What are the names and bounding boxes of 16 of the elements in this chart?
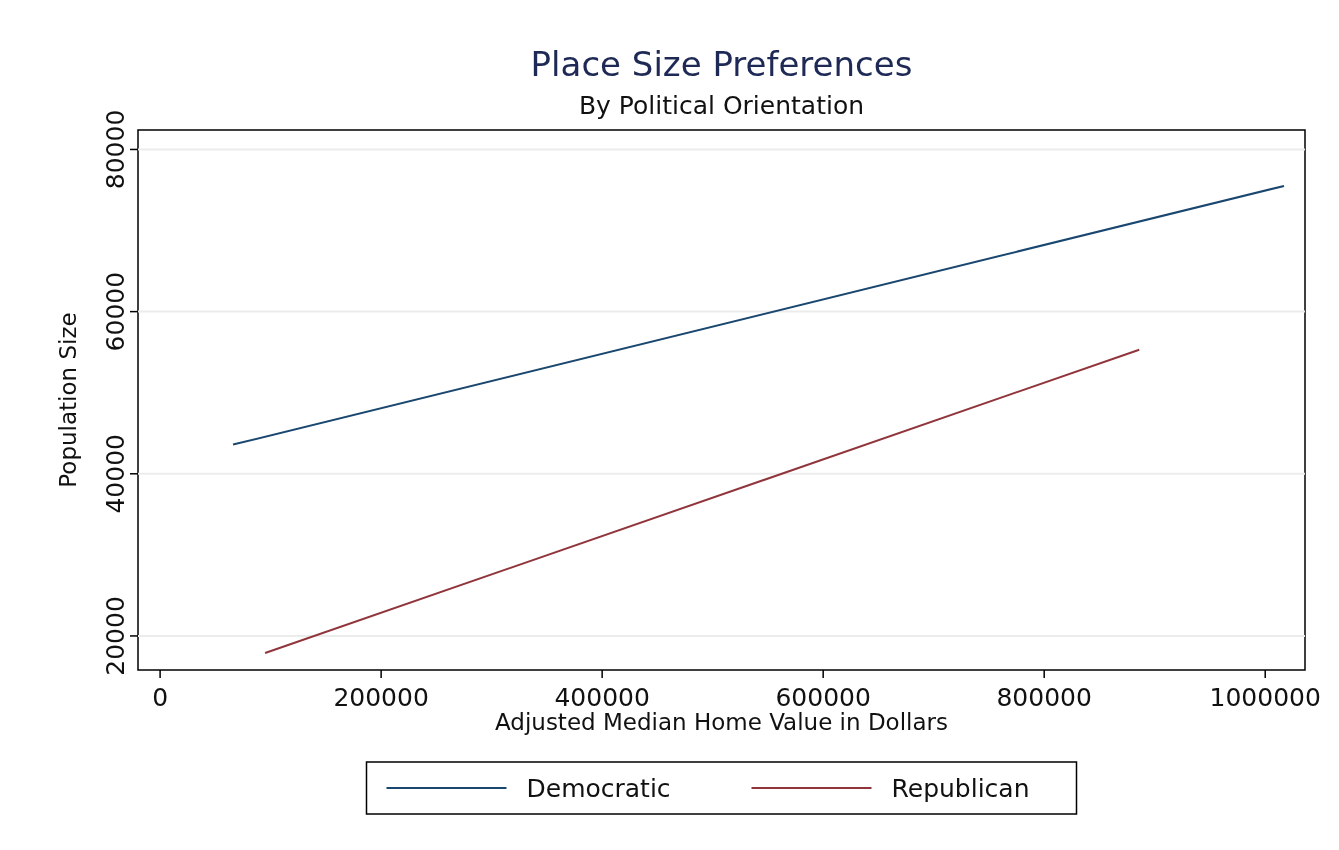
chart-subtitle: By Political Orientation	[578, 91, 865, 120]
x-tick-label: 400000	[554, 683, 650, 712]
y-tick-label: 80000	[101, 109, 130, 190]
legend-label: Democratic	[526, 774, 671, 803]
y-tick-label: 20000	[101, 596, 130, 676]
x-tick-label: 0	[152, 683, 169, 712]
y-tick-label: 40000	[101, 434, 130, 514]
legend-label: Republican	[891, 774, 1030, 803]
y-tick-label: 60000	[101, 271, 130, 352]
x-axis-title: Adjusted Median Home Value in Dollars	[494, 709, 949, 735]
chart-title: Place Size Preferences	[530, 44, 913, 84]
x-tick-label: 1000000	[1209, 683, 1321, 712]
x-tick-label: 200000	[333, 683, 429, 712]
x-tick-label: 600000	[775, 683, 871, 712]
x-tick-label: 800000	[996, 683, 1092, 712]
y-axis-title: Population Size	[55, 312, 81, 488]
